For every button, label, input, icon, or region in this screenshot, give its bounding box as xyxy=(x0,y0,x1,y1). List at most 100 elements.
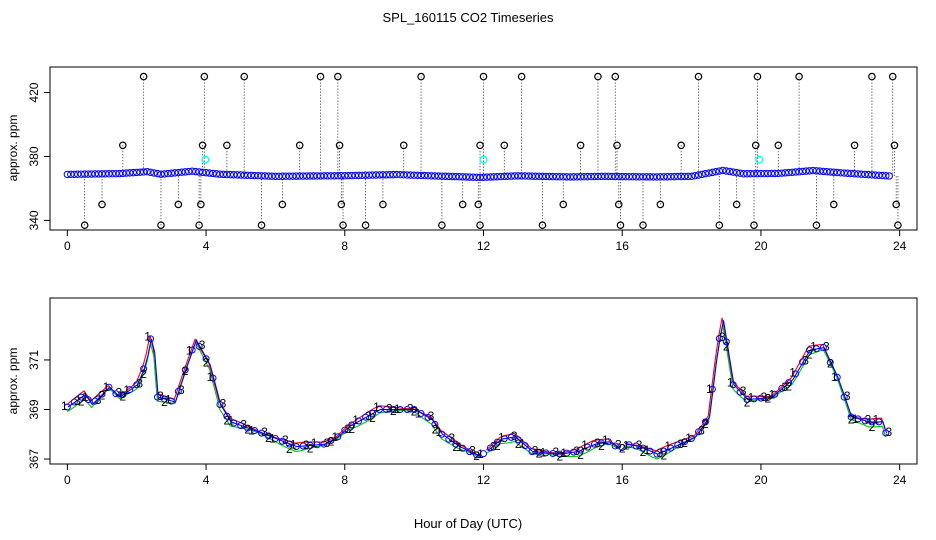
top-baseline-point xyxy=(143,167,151,176)
top-baseline-point xyxy=(87,170,96,178)
top-baseline-point xyxy=(396,170,404,179)
bottom-series-marker-2: 2 xyxy=(536,447,543,461)
top-baseline-point xyxy=(268,172,276,180)
top-baseline-point xyxy=(80,170,89,178)
bottom-circle-point xyxy=(424,413,432,421)
bottom-series-marker-1: 1 xyxy=(227,414,234,428)
top-baseline-point xyxy=(462,173,470,181)
top-outlier-point xyxy=(278,200,287,209)
top-baseline-point xyxy=(514,172,522,180)
top-baseline-point xyxy=(878,171,887,180)
bottom-series-marker-1: 1 xyxy=(165,392,172,406)
top-baseline-point xyxy=(247,171,255,180)
top-baseline-point xyxy=(885,172,893,180)
bottom-series-marker-1: 1 xyxy=(706,382,713,396)
top-outlier-point xyxy=(751,141,760,150)
top-baseline-point xyxy=(847,169,855,178)
bottom-series-marker-2: 2 xyxy=(224,414,231,428)
top-baseline-point xyxy=(521,172,529,180)
top-outlier-point xyxy=(438,221,446,230)
bottom-circle-point xyxy=(861,417,869,425)
bottom-circle-point xyxy=(500,435,508,443)
bottom-circle-point xyxy=(812,345,820,353)
top-baseline-point xyxy=(594,172,602,181)
bottom-series-marker-2: 2 xyxy=(140,367,147,381)
top-outlier-point xyxy=(119,141,127,150)
bottom-circle-point xyxy=(667,444,675,452)
bottom-circle-point xyxy=(590,440,598,448)
top-baseline-point xyxy=(583,172,592,181)
bottom-x-tick-label: 12 xyxy=(477,473,491,487)
bottom-circle-point xyxy=(480,450,487,458)
top-baseline-point xyxy=(403,171,411,179)
top-baseline-point xyxy=(365,171,373,179)
bottom-series-marker-1: 1 xyxy=(602,433,609,447)
top-outlier-point xyxy=(334,72,342,81)
bottom-circle-point xyxy=(119,391,127,399)
bottom-series-marker-3: 3 xyxy=(719,330,726,344)
top-cyan-point xyxy=(201,155,210,164)
bottom-y-tick-label: 371 xyxy=(27,350,41,370)
top-baseline-point xyxy=(628,173,637,181)
top-baseline-point xyxy=(882,172,890,180)
bottom-circle-point xyxy=(625,441,633,449)
top-baseline-point xyxy=(719,166,727,175)
top-outlier-point xyxy=(500,141,509,150)
top-baseline-point xyxy=(122,169,130,177)
bottom-series-marker-3: 3 xyxy=(885,425,892,439)
top-baseline-point xyxy=(202,169,210,177)
bottom-series-marker-3: 3 xyxy=(823,339,830,353)
bottom-circle-point xyxy=(223,412,231,420)
top-baseline-point xyxy=(341,171,349,180)
bottom-series-marker-3: 3 xyxy=(95,393,102,407)
bottom-circle-point xyxy=(854,415,862,423)
top-baseline-point xyxy=(750,169,758,178)
top-baseline-point xyxy=(517,172,526,180)
bottom-series-marker-1: 1 xyxy=(290,437,297,451)
top-baseline-point xyxy=(559,173,567,181)
bottom-series-marker-3: 3 xyxy=(553,445,560,459)
bottom-circle-point xyxy=(473,451,481,459)
bottom-series-marker-1: 1 xyxy=(810,339,817,353)
bottom-circle-point xyxy=(549,449,557,457)
top-x-tick-label: 12 xyxy=(477,239,491,253)
bottom-series-marker-1: 1 xyxy=(498,430,505,444)
bottom-circle-point xyxy=(188,346,196,354)
bottom-series-marker-2: 2 xyxy=(848,412,855,426)
bottom-circle-point xyxy=(715,334,723,342)
top-outlier-point xyxy=(80,221,89,230)
top-baseline-point xyxy=(413,171,422,179)
top-baseline-point xyxy=(434,172,443,180)
top-baseline-point xyxy=(778,169,786,177)
top-baseline-point xyxy=(212,170,221,178)
bottom-y-tick-label: 369 xyxy=(27,399,41,419)
bottom-series-marker-1: 1 xyxy=(540,446,547,460)
top-baseline-point xyxy=(278,172,287,180)
top-outlier-point xyxy=(174,200,183,209)
bottom-series-marker-2: 2 xyxy=(577,448,584,462)
top-baseline-point xyxy=(119,169,127,178)
top-baseline-point xyxy=(642,173,651,181)
bottom-x-tick-label: 16 xyxy=(616,473,630,487)
bottom-series-marker-3: 3 xyxy=(261,425,268,439)
top-baseline-point xyxy=(611,172,619,181)
top-baseline-point xyxy=(420,171,429,180)
top-baseline-point xyxy=(691,171,699,180)
top-outlier-point xyxy=(316,72,325,81)
bottom-circle-point xyxy=(840,393,848,401)
top-baseline-point xyxy=(649,173,658,181)
top-baseline-point xyxy=(850,170,859,178)
top-baseline-point xyxy=(292,172,300,180)
bottom-circle-point xyxy=(306,441,314,449)
top-baseline-point xyxy=(323,172,332,180)
top-baseline-point xyxy=(635,173,644,181)
top-baseline-point xyxy=(621,172,630,181)
top-baseline-point xyxy=(136,168,144,176)
top-outlier-point xyxy=(892,200,900,209)
top-outlier-point xyxy=(538,221,547,230)
bottom-circle-point xyxy=(729,381,737,389)
top-baseline-point xyxy=(677,172,685,181)
bottom-series-marker-1: 1 xyxy=(269,432,276,446)
top-baseline-point xyxy=(490,173,498,181)
